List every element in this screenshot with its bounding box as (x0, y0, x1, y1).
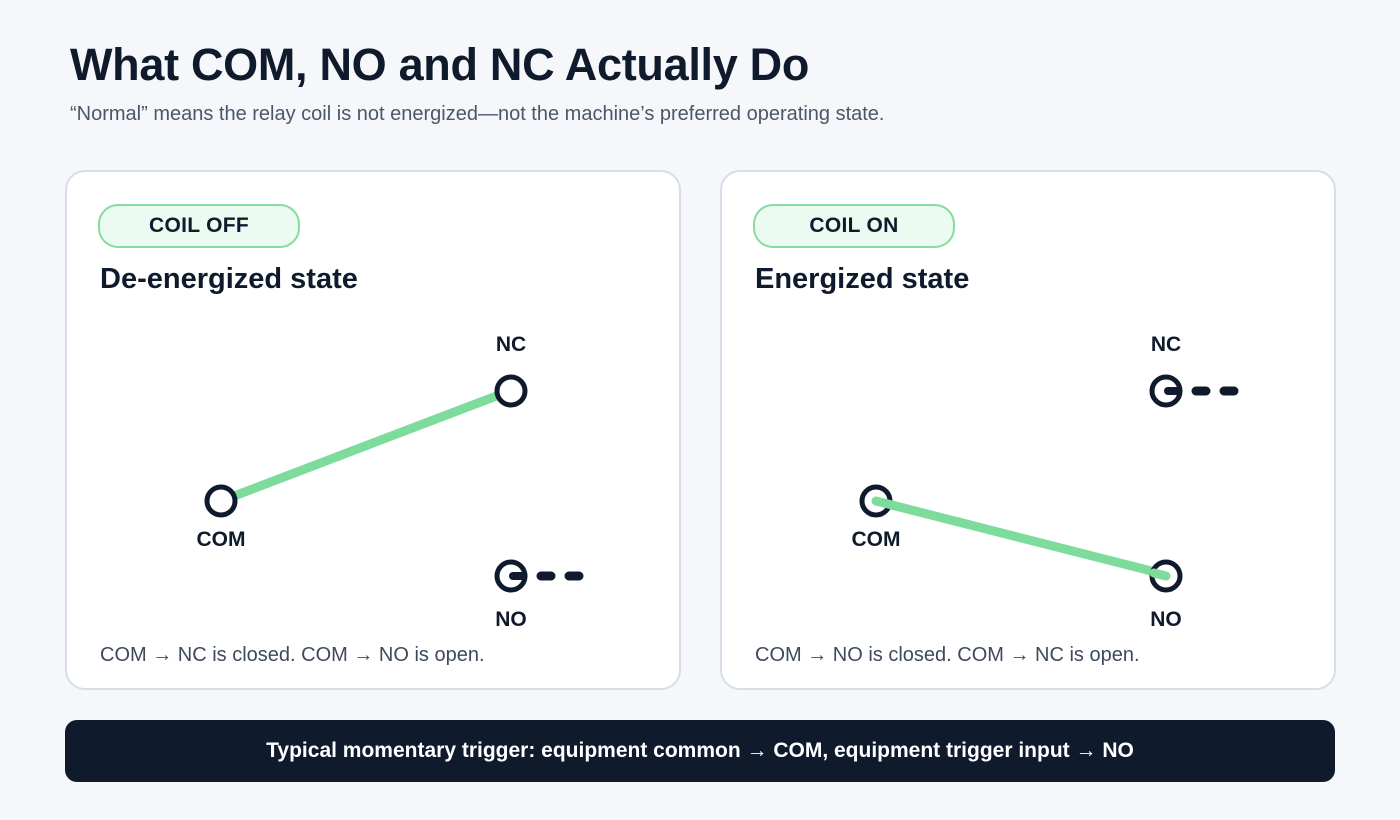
wiring-tip-banner: Typical momentary trigger: equipment com… (65, 720, 1335, 782)
de-energized-heading: De-energized state (100, 263, 358, 295)
com-no-closed-path (871, 496, 1172, 580)
coil-on-caption: COM → NO is closed. COM → NC is open. (755, 644, 1140, 666)
coil-on-badge: COIL ON (753, 204, 955, 248)
coil-off-badge: COIL OFF (98, 204, 300, 248)
no-label: NO (495, 608, 527, 631)
page-title: What COM, NO and NC Actually Do (70, 39, 810, 90)
energized-heading: Energized state (755, 263, 970, 295)
page-subtitle: “Normal” means the relay coil is not ene… (70, 103, 885, 125)
coil-on-card: COIL ON Energized state NC COM NO COM → … (720, 170, 1336, 690)
nc-label: NC (1151, 333, 1181, 356)
com-label: COM (197, 528, 246, 551)
coil-on-contact-diagram: NC COM NO (852, 333, 1242, 631)
no-label: NO (1150, 608, 1182, 631)
coil-off-contact-diagram: NC COM NO (197, 333, 587, 631)
coil-off-card: COIL OFF De-energized state NC COM NO CO… (65, 170, 681, 690)
com-label: COM (852, 528, 901, 551)
com-terminal (204, 484, 238, 518)
wiring-tip-text: Typical momentary trigger: equipment com… (266, 739, 1134, 762)
coil-off-caption: COM → NC is closed. COM → NO is open. (100, 644, 485, 666)
com-nc-closed-path (216, 385, 517, 506)
nc-label: NC (496, 333, 526, 356)
nc-terminal (494, 374, 528, 408)
